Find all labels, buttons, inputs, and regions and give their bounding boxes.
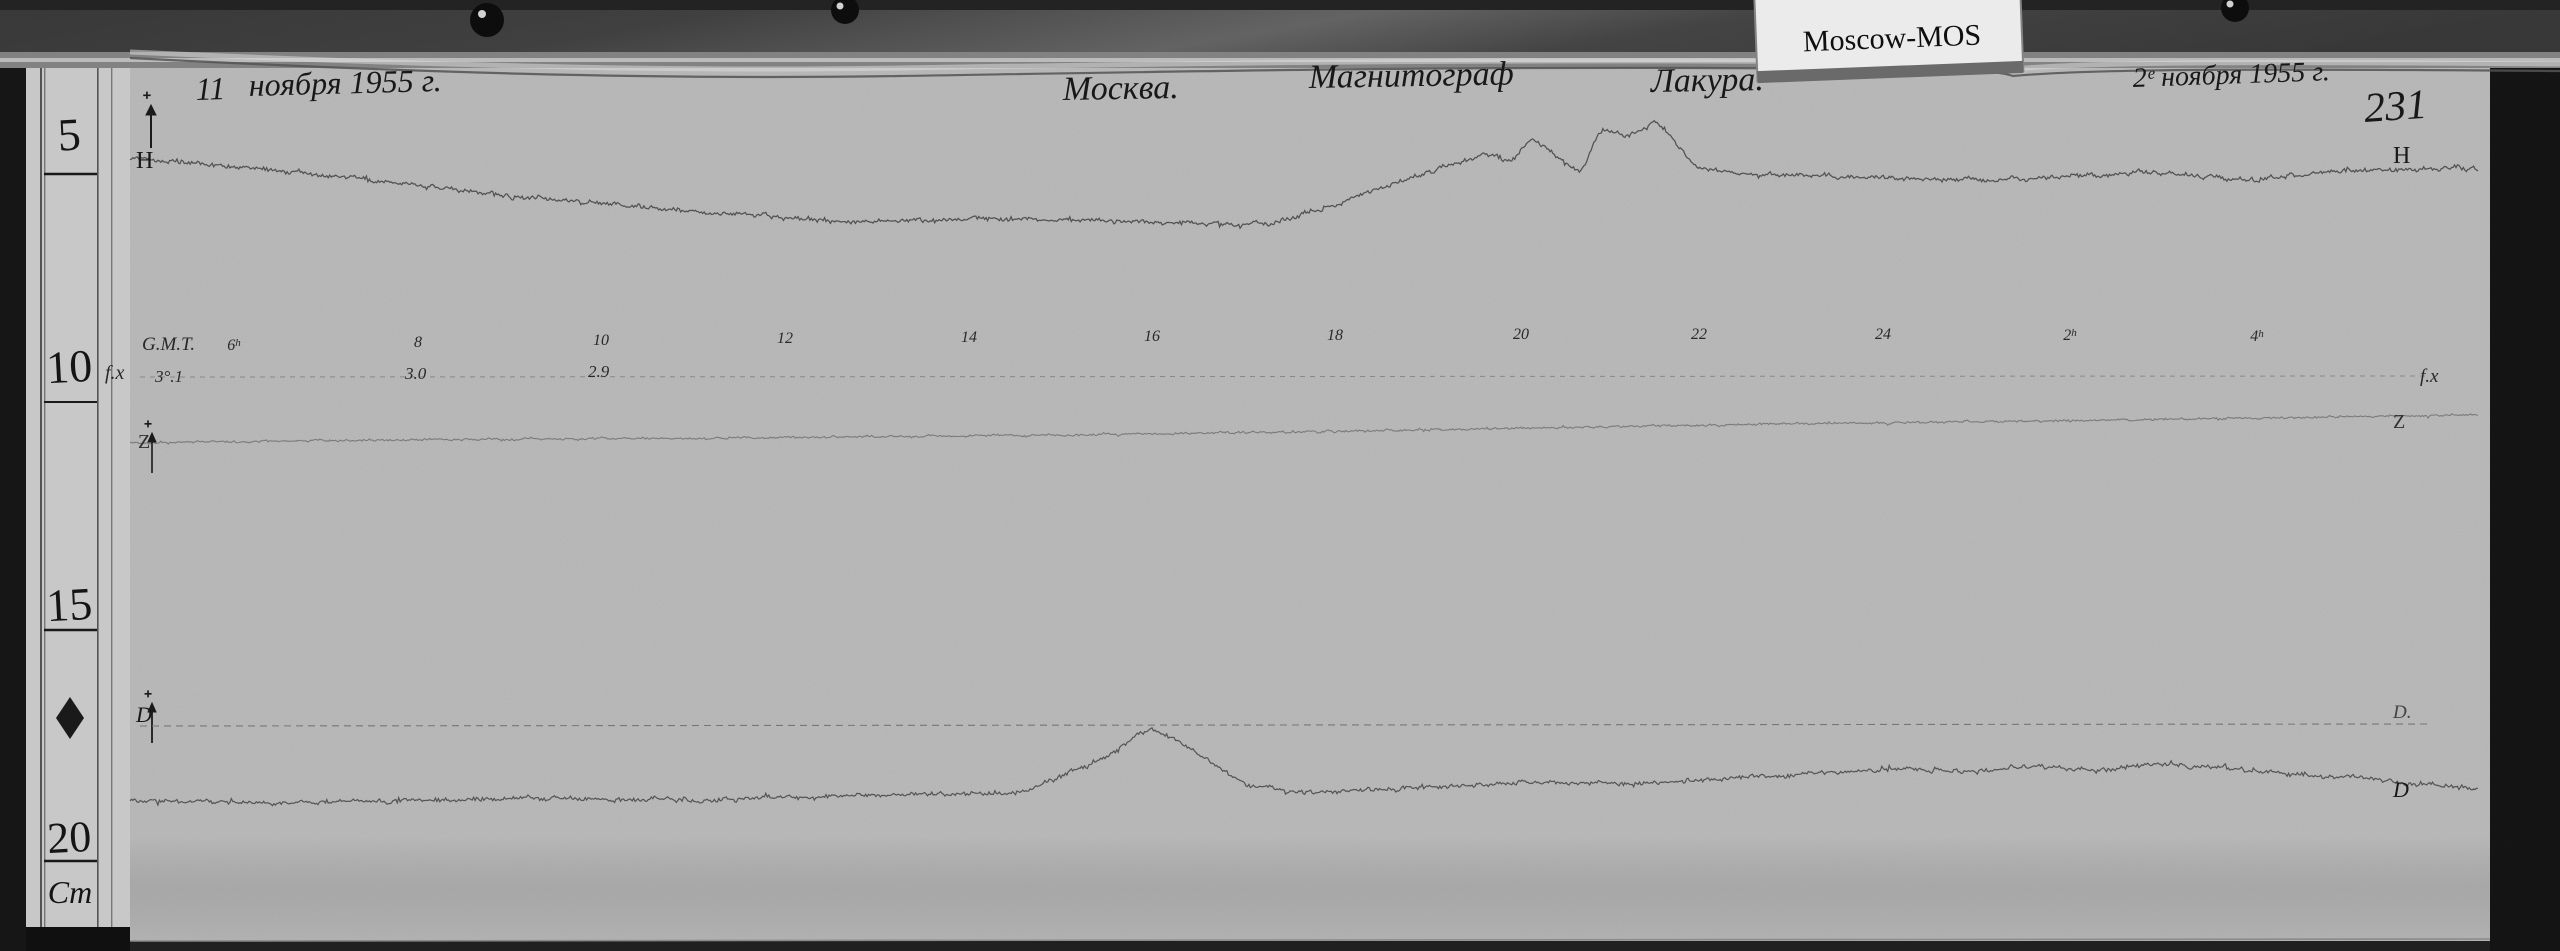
svg-text:D: D	[135, 702, 152, 727]
svg-text:+: +	[144, 416, 151, 431]
svg-text:20: 20	[46, 812, 93, 863]
svg-text:Магнитограф: Магнитограф	[1307, 55, 1514, 96]
svg-text:10: 10	[593, 332, 609, 349]
svg-text:Лакура.: Лакура.	[1649, 61, 1764, 100]
svg-text:3.0: 3.0	[404, 364, 427, 383]
svg-text:Москва.: Москва.	[1061, 69, 1179, 108]
svg-text:f.x: f.x	[105, 362, 125, 384]
svg-text:Cm: Cm	[48, 874, 92, 910]
svg-text:231: 231	[2362, 82, 2428, 132]
svg-text:12: 12	[777, 330, 793, 347]
svg-text:ноября 1955 г.: ноября 1955 г.	[248, 62, 442, 103]
svg-text:8: 8	[414, 334, 422, 351]
svg-text:2.9: 2.9	[588, 362, 610, 381]
svg-text:G.M.T.: G.M.T.	[142, 334, 195, 355]
svg-text:18: 18	[1327, 327, 1343, 344]
svg-text:Moscow-MOS: Moscow-MOS	[1802, 19, 1981, 59]
svg-text:14: 14	[961, 329, 977, 346]
svg-text:f.x: f.x	[2420, 366, 2439, 387]
svg-text:H: H	[136, 148, 153, 174]
svg-text:5: 5	[56, 108, 82, 160]
svg-text:3°.1: 3°.1	[154, 367, 183, 386]
svg-text:D: D	[2392, 777, 2409, 802]
svg-text:24: 24	[1875, 326, 1891, 343]
svg-text:16: 16	[1144, 328, 1160, 345]
svg-text:+: +	[143, 89, 151, 104]
svg-text:20: 20	[1513, 326, 1529, 343]
svg-text:D.: D.	[2392, 702, 2411, 723]
svg-text:H: H	[2393, 143, 2410, 169]
svg-text:10: 10	[45, 340, 94, 393]
svg-text:15: 15	[45, 578, 94, 631]
svg-text:+: +	[144, 686, 151, 701]
svg-text:11: 11	[195, 70, 226, 107]
svg-text:Z: Z	[2393, 411, 2405, 433]
svg-text:Z: Z	[138, 431, 150, 453]
svg-text:22: 22	[1691, 326, 1707, 343]
